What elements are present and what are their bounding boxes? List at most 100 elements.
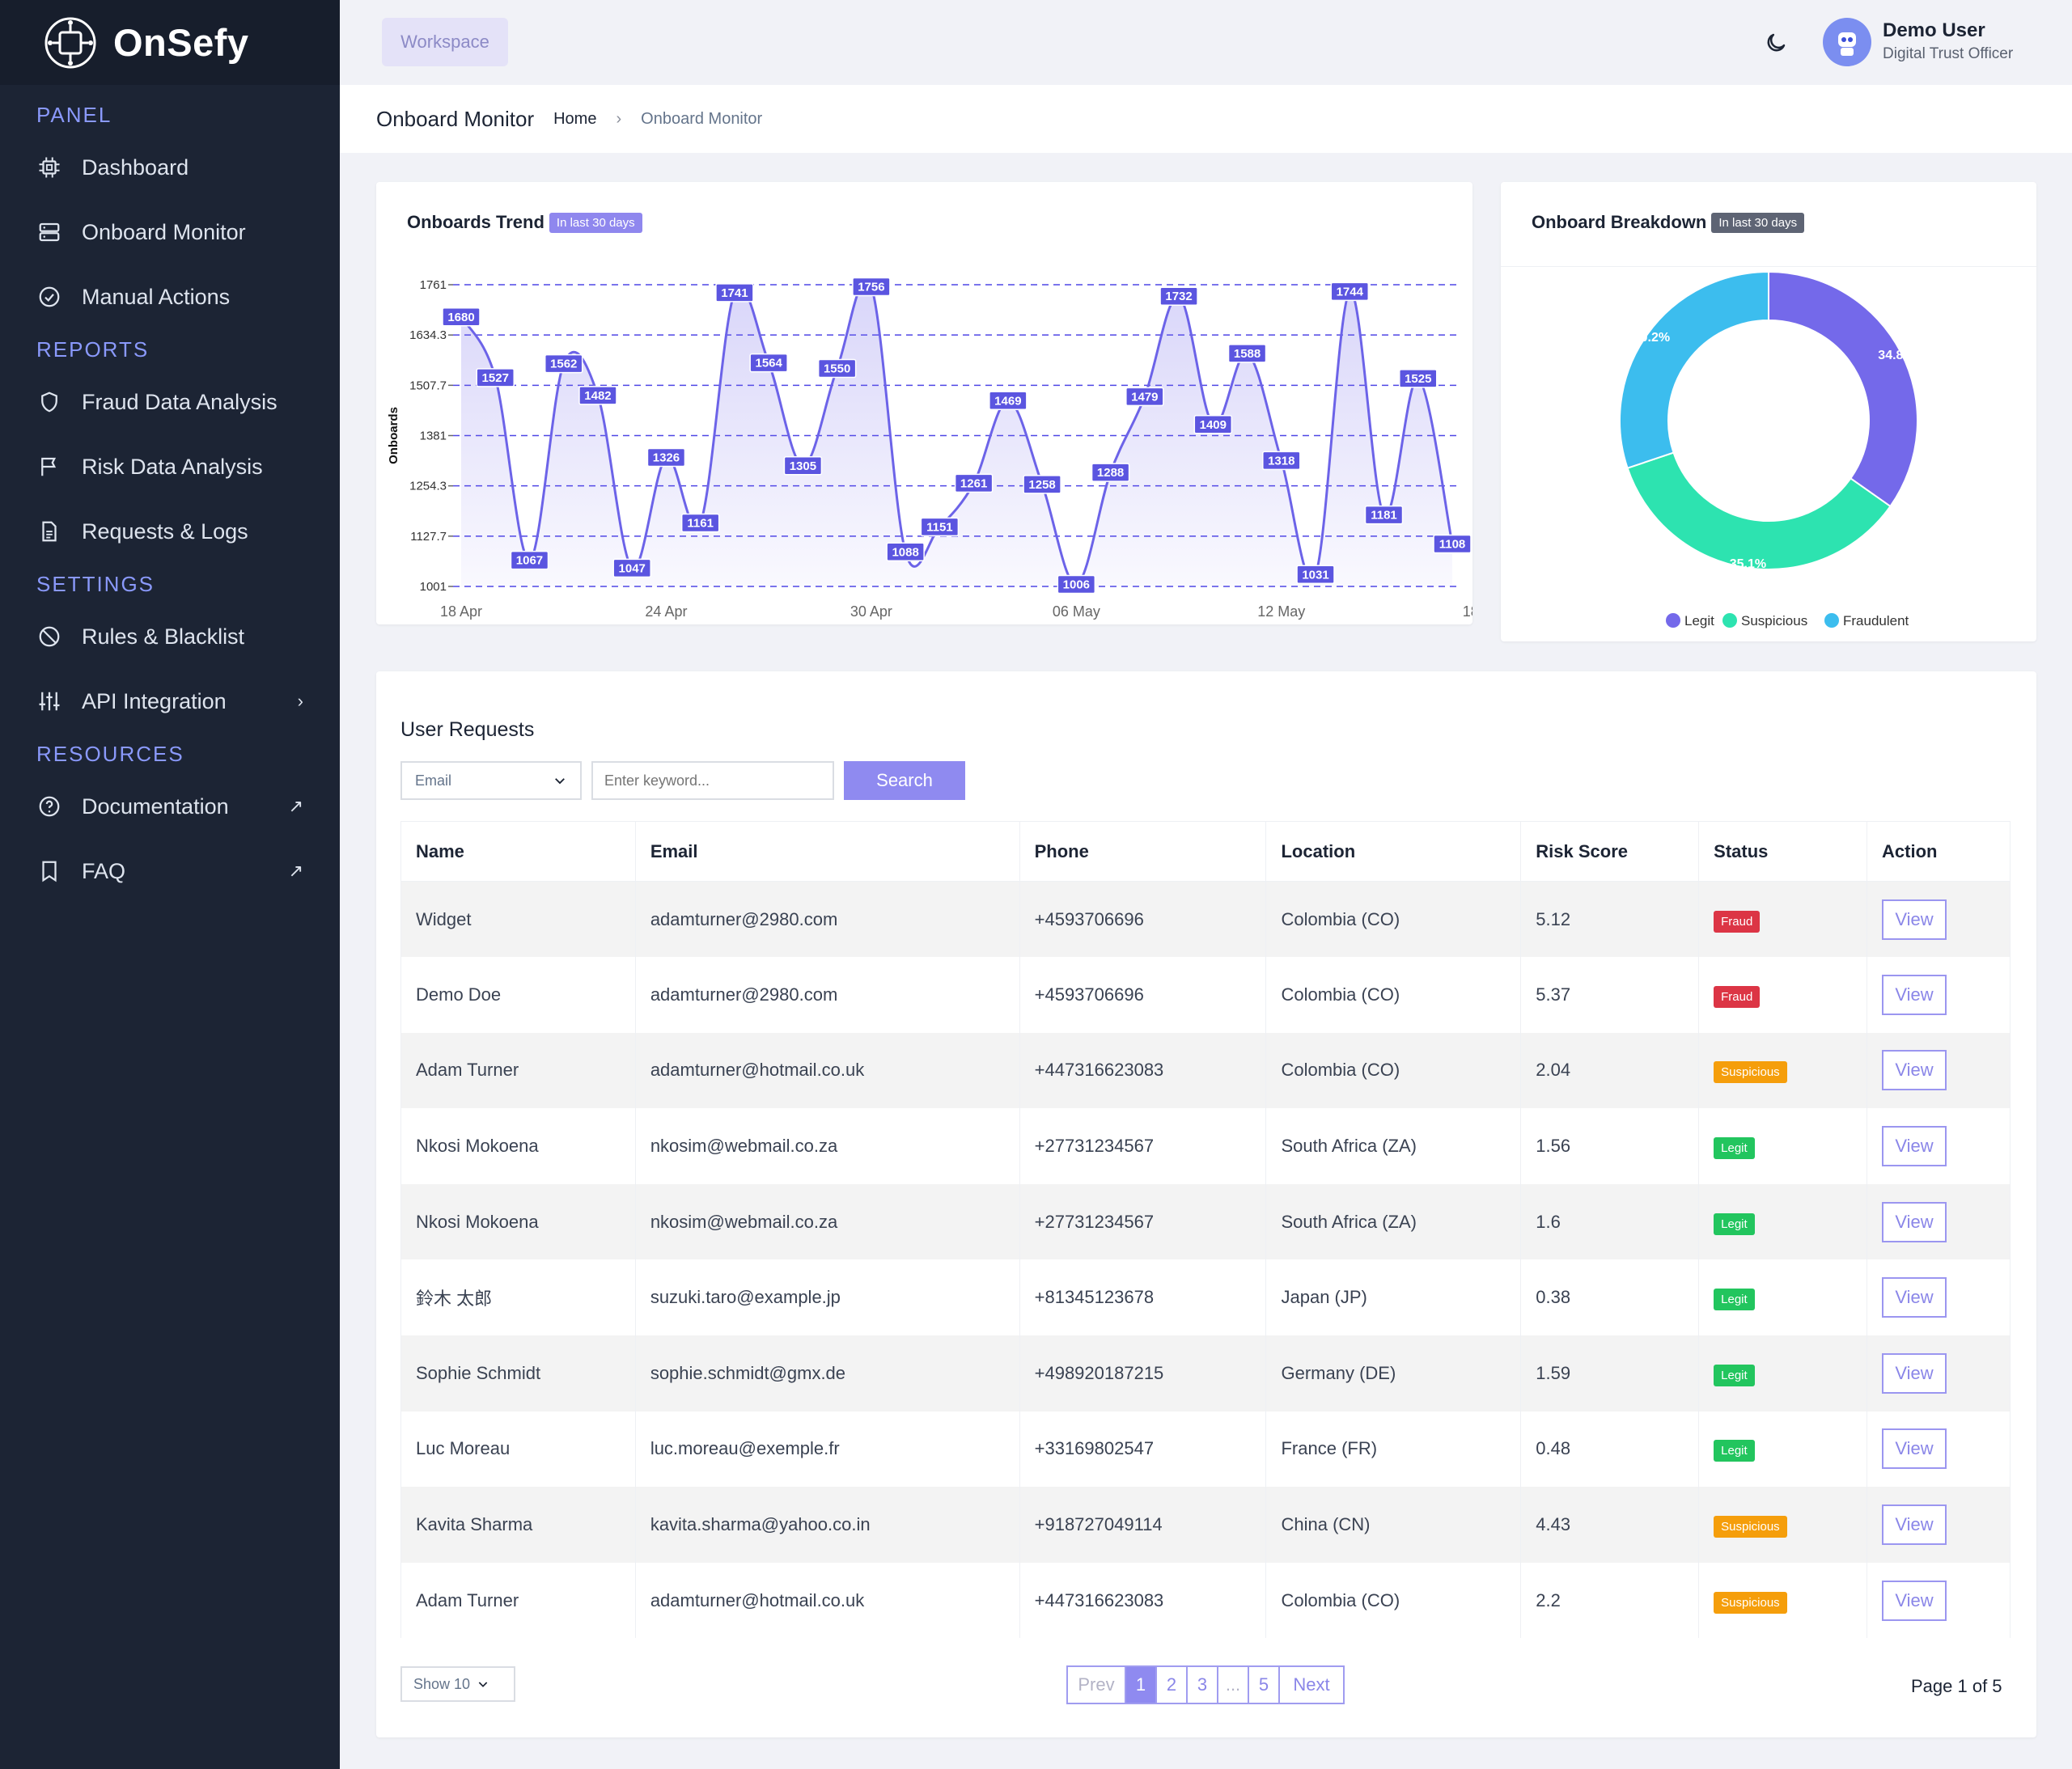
status-badge: Legit [1714, 1364, 1755, 1386]
sidebar-item-documentation[interactable]: Documentation ↗ [0, 774, 340, 839]
donut-slice-suspicious[interactable] [1626, 451, 1892, 570]
sidebar-item-requests-logs[interactable]: Requests & Logs [0, 499, 340, 564]
action-cell: View [1866, 1562, 2011, 1639]
y-tick-label: 1507.7 [409, 379, 447, 392]
sidebar-item-api-integration[interactable]: API Integration › [0, 669, 340, 734]
breadcrumb-home-link[interactable]: Home [553, 109, 597, 128]
column-header-status[interactable]: Status [1698, 821, 1868, 882]
donut-slice-legit[interactable] [1768, 270, 1918, 508]
next-page-button[interactable]: Next [1280, 1667, 1343, 1703]
view-button[interactable]: View [1882, 1050, 1947, 1091]
sidebar-item-faq[interactable]: FAQ ↗ [0, 839, 340, 904]
view-button[interactable]: View [1882, 1277, 1947, 1318]
column-header-location[interactable]: Location [1265, 821, 1522, 882]
x-tick-label: 30 Apr [850, 603, 892, 620]
status-badge: Legit [1714, 1212, 1755, 1235]
page-button-3[interactable]: 3 [1188, 1667, 1218, 1703]
sidebar-item-manual-actions[interactable]: Manual Actions [0, 265, 340, 329]
search-field-value: Email [415, 772, 452, 789]
status-cell: Suspicious [1698, 1487, 1868, 1563]
data-label: 1181 [1364, 505, 1404, 525]
table-row[interactable]: Kavita Sharma kavita.sharma@yahoo.co.in +9… [400, 1487, 2011, 1563]
search-button[interactable]: Search [844, 761, 965, 800]
donut-slice-fraudulent[interactable] [1619, 270, 1769, 469]
email-cell: sophie.schmidt@gmx.de [634, 1335, 1020, 1411]
y-tick-label: 1001 [420, 580, 447, 594]
column-header-name[interactable]: Name [400, 821, 636, 882]
avatar[interactable] [1823, 18, 1871, 66]
view-button[interactable]: View [1882, 1428, 1947, 1470]
column-header-email[interactable]: Email [634, 821, 1020, 882]
legend-item-fraudulent[interactable]: Fraudulent [1824, 613, 1909, 628]
column-header-phone[interactable]: Phone [1019, 821, 1267, 882]
x-tick-label: 24 Apr [645, 603, 687, 620]
sidebar-item-fraud-data-analysis[interactable]: Fraud Data Analysis [0, 370, 340, 434]
user-name[interactable]: Demo User [1883, 19, 1985, 41]
sidebar-item-rules-blacklist[interactable]: Rules & Blacklist [0, 604, 340, 669]
phone-cell: +27731234567 [1019, 1183, 1267, 1260]
view-button[interactable]: View [1882, 1504, 1947, 1546]
search-field-select[interactable]: Email [400, 761, 582, 800]
cpu-icon [36, 154, 62, 180]
action-cell: View [1866, 1487, 2011, 1563]
page-button-5[interactable]: 5 [1249, 1667, 1280, 1703]
page-button-2[interactable]: 2 [1157, 1667, 1188, 1703]
y-tick-label: 1254.3 [409, 480, 447, 493]
table-row[interactable]: Nkosi Mokoena nkosim@webmail.co.za +277312… [400, 1183, 2011, 1260]
view-button[interactable]: View [1882, 1201, 1947, 1242]
onboard-breakdown-donut: 34.8% 35.1% 30.2% Legit Suspicious Fraudulent [1619, 270, 1918, 628]
sidebar-item-dashboard[interactable]: Dashboard [0, 135, 340, 200]
svg-text:1318: 1318 [1268, 454, 1294, 468]
moon-icon[interactable] [1764, 31, 1788, 55]
table-row[interactable]: Adam Turner adamturner@hotmail.co.uk +4473… [400, 1032, 2011, 1109]
name-cell: Demo Doe [400, 957, 636, 1033]
svg-text:1108: 1108 [1439, 537, 1466, 551]
data-label: 1680 [442, 307, 481, 327]
table-row[interactable]: Nkosi Mokoena nkosim@webmail.co.za +277312… [400, 1108, 2011, 1184]
status-badge: Fraud [1714, 985, 1761, 1008]
data-label: 1469 [989, 391, 1028, 411]
status-badge: Suspicious [1714, 1516, 1787, 1538]
table-row[interactable]: Adam Turner adamturner@hotmail.co.uk +4473… [400, 1562, 2011, 1639]
column-header-risk-score[interactable]: Risk Score [1520, 821, 1700, 882]
column-header-action[interactable]: Action [1866, 821, 2011, 882]
server-icon [36, 219, 62, 245]
keyword-input[interactable] [591, 761, 834, 800]
onboards-trend-chart: 1761 1634.3 1507.7 1381 1254.3 1127.7 1001 Onbo… [387, 277, 1472, 620]
legend-item-suspicious[interactable]: Suspicious [1722, 613, 1807, 628]
chevron-right-icon: › [297, 691, 303, 711]
slice-percent-label: 34.8% [1878, 349, 1914, 362]
page-size-select[interactable]: Show 10 [400, 1666, 515, 1702]
risk-score-cell: 5.37 [1520, 957, 1700, 1033]
legend-item-legit[interactable]: Legit [1666, 613, 1714, 628]
view-button[interactable]: View [1882, 1126, 1947, 1167]
table-row[interactable]: 鈴木 太郎 suzuki.taro@example.jp +81345123678 J… [400, 1259, 2011, 1336]
table-row[interactable]: Luc Moreau luc.moreau@exemple.fr +33169802… [400, 1411, 2011, 1488]
robot-icon [1838, 32, 1856, 56]
data-label: 1479 [1125, 387, 1164, 407]
table-row[interactable]: Widget adamturner@2980.com +4593706696 Colo… [400, 881, 2011, 958]
svg-text:1482: 1482 [584, 389, 611, 403]
location-cell: France (FR) [1265, 1411, 1522, 1488]
view-button[interactable]: View [1882, 899, 1947, 940]
svg-text:1588: 1588 [1234, 347, 1261, 361]
action-cell: View [1866, 1259, 2011, 1336]
logo[interactable]: OnSefy [0, 0, 340, 85]
prev-page-button[interactable]: Prev [1068, 1667, 1126, 1703]
view-button[interactable]: View [1882, 1352, 1947, 1394]
page-button-1[interactable]: 1 [1126, 1667, 1157, 1703]
sidebar-item-onboard-monitor[interactable]: Onboard Monitor [0, 200, 340, 265]
sidebar-item-risk-data-analysis[interactable]: Risk Data Analysis [0, 434, 340, 499]
name-cell: Nkosi Mokoena [400, 1183, 636, 1260]
table-row[interactable]: Sophie Schmidt sophie.schmidt@gmx.de +4989… [400, 1335, 2011, 1411]
phone-cell: +27731234567 [1019, 1108, 1267, 1184]
email-cell: kavita.sharma@yahoo.co.in [634, 1487, 1020, 1563]
sidebar-nav: PANEL Dashboard Onboard Monitor Manual Acti… [0, 85, 340, 904]
workspace-button[interactable]: Workspace [382, 18, 508, 66]
view-button[interactable]: View [1882, 974, 1947, 1015]
data-label: 1588 [1227, 344, 1267, 363]
svg-text:1261: 1261 [960, 476, 987, 490]
view-button[interactable]: View [1882, 1580, 1947, 1621]
sidebar-item-label: Dashboard [82, 154, 189, 180]
table-row[interactable]: Demo Doe adamturner@2980.com +4593706696 Co… [400, 957, 2011, 1033]
